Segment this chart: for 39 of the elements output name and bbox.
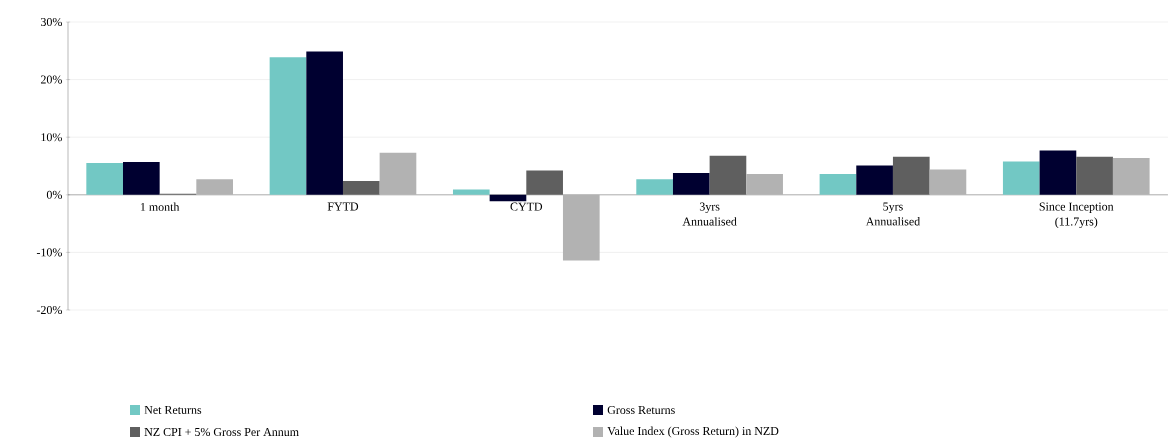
bar xyxy=(1076,156,1113,195)
y-tick-label: -10% xyxy=(36,248,62,257)
x-tick-label: 1 month xyxy=(140,202,180,211)
x-tick-label: FYTD xyxy=(327,202,359,211)
bar xyxy=(929,169,967,195)
y-tick-label: 0% xyxy=(46,190,62,199)
bar xyxy=(856,165,893,195)
bar xyxy=(526,170,563,195)
y-tick-label: 30% xyxy=(41,17,62,27)
bar xyxy=(709,155,747,195)
bar xyxy=(306,51,343,195)
y-tick-label: -20% xyxy=(36,305,62,315)
bar xyxy=(452,189,490,195)
bar xyxy=(269,57,307,195)
bar xyxy=(1002,161,1040,195)
bar xyxy=(1039,150,1077,195)
bar xyxy=(746,174,783,195)
legend-label: Net Returns xyxy=(144,406,202,414)
bar xyxy=(672,172,710,195)
x-tick-label: 3yrs Annualised xyxy=(682,202,737,226)
legend-label: NZ CPI + 5% Gross Per Annum xyxy=(144,427,299,437)
bar xyxy=(342,180,380,195)
bar xyxy=(379,152,417,195)
bar xyxy=(819,174,857,195)
legend-label: Value Index (Gross Return) in NZD xyxy=(607,426,779,438)
bar xyxy=(122,161,160,195)
x-tick-label: Since Inception (11.7yrs) xyxy=(1039,202,1114,229)
y-tick-label: 10% xyxy=(41,133,62,142)
y-tick-label: 20% xyxy=(40,75,62,84)
bar xyxy=(562,194,600,261)
bar xyxy=(892,156,930,195)
x-tick-label: 5yrs Annualised xyxy=(865,202,921,226)
bar xyxy=(1112,157,1150,195)
x-tick-label: CYTD xyxy=(510,202,543,211)
bar xyxy=(636,179,673,195)
bar xyxy=(489,194,527,202)
bar xyxy=(86,163,123,195)
bar xyxy=(196,179,233,195)
legend-label: Gross Returns xyxy=(607,405,675,415)
